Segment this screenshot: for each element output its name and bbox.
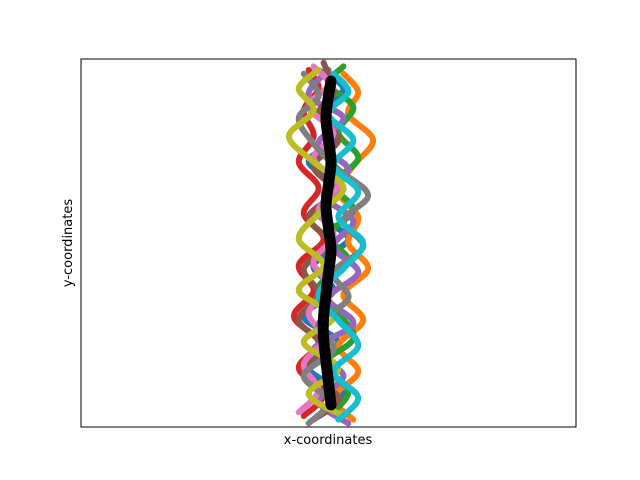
y-axis-label: y-coordinates: [61, 199, 76, 287]
plot-area: [285, 59, 377, 427]
x-axis-label: x-coordinates: [284, 433, 373, 448]
mean-path-line: [317, 75, 337, 411]
axes-frame: [80, 58, 577, 428]
trajectory-line-2: [330, 70, 377, 423]
trajectory-line-10: [315, 70, 367, 423]
